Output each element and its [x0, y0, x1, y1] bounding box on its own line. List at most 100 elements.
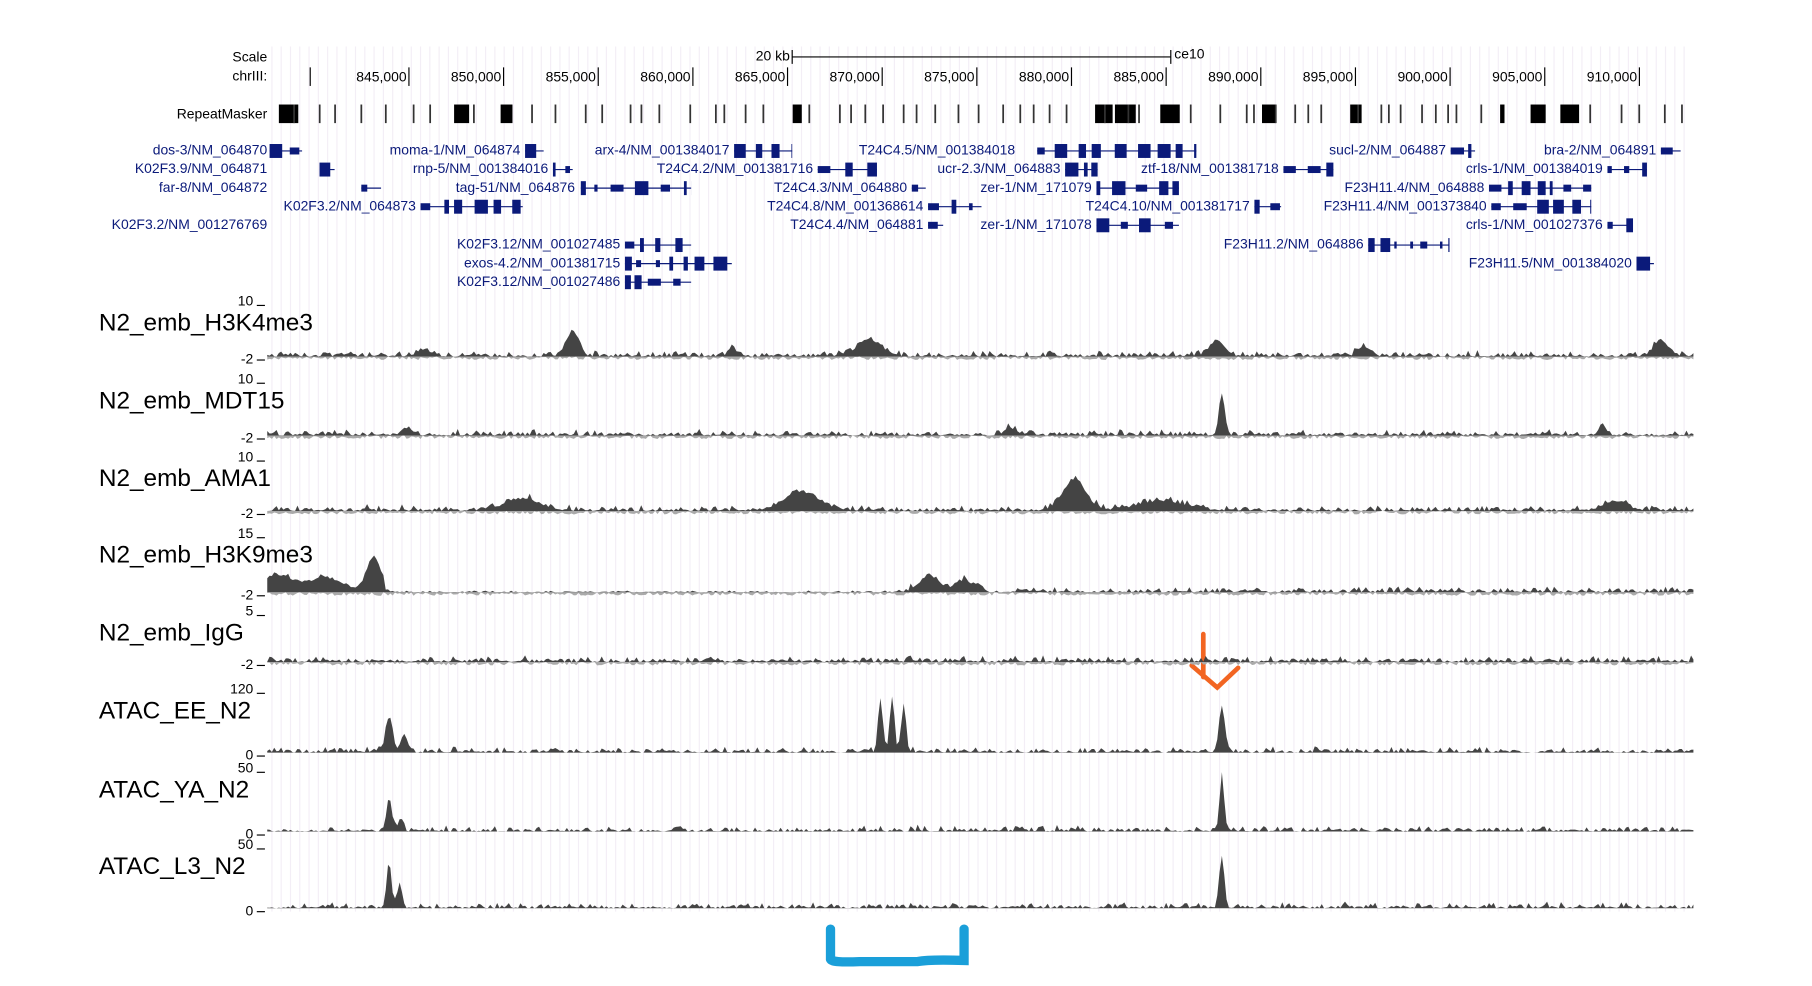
- track-max: 50: [238, 836, 254, 852]
- gene-exon: [420, 203, 431, 211]
- repeat-element: [1095, 104, 1113, 124]
- gene-exon: [713, 256, 728, 271]
- track-name: ATAC_YA_N2: [99, 776, 249, 803]
- track-max: 120: [230, 681, 253, 697]
- repeat-element: [839, 104, 841, 124]
- gene-exon: [1563, 184, 1572, 192]
- gene-exon: [1607, 166, 1612, 174]
- gene-exon: [1037, 147, 1045, 155]
- gene-exon: [512, 199, 521, 214]
- repeat-element: [1681, 104, 1683, 124]
- repeat-element: [1138, 104, 1140, 124]
- track-name: N2_emb_H3K4me3: [99, 309, 313, 336]
- repeat-element: [278, 104, 299, 124]
- gene-label: crls-1/NM_001384019: [1466, 160, 1603, 176]
- gene-exon: [493, 199, 502, 214]
- gene-exon: [1157, 144, 1171, 158]
- repeat-element: [1455, 104, 1458, 124]
- chrom-label: chrIII:: [232, 67, 267, 83]
- gene-label: ucr-2.3/NM_064883: [937, 160, 1060, 176]
- gene-label: exos-4.2/NM_001381715: [464, 254, 621, 270]
- repeat-element: [1387, 104, 1390, 124]
- gene-exon: [1549, 181, 1553, 196]
- repeat-element: [714, 104, 717, 124]
- gene-exon: [525, 144, 537, 158]
- track-name: N2_emb_IgG: [99, 620, 244, 647]
- gene-exon: [1553, 199, 1564, 214]
- gene-exon: [269, 144, 283, 158]
- repeat-element: [429, 104, 432, 124]
- repeat-element: [1638, 104, 1641, 124]
- track-max: 5: [246, 603, 254, 619]
- repeat-element: [318, 104, 321, 124]
- gene-exon: [791, 144, 793, 158]
- gene-exon: [1572, 199, 1581, 214]
- gene-label: bra-2/NM_064891: [1544, 142, 1656, 158]
- gene-exon: [1537, 199, 1549, 214]
- repeat-element: [1530, 104, 1546, 124]
- track-max: 50: [238, 760, 254, 776]
- gene-exon: [361, 184, 368, 192]
- gene-exon: [1283, 166, 1296, 174]
- signal-negative: [267, 356, 1694, 361]
- repeat-element: [882, 104, 884, 124]
- gene-exon: [1491, 203, 1501, 211]
- repeat-element: [915, 104, 918, 124]
- gene-exon: [1138, 144, 1151, 158]
- gene-exon: [1091, 162, 1098, 177]
- gene-exon: [771, 144, 780, 158]
- gene-label: K02F3.2/NM_064873: [284, 197, 417, 213]
- gene-exon: [624, 275, 631, 290]
- repeat-element: [554, 104, 557, 124]
- gene-exon: [1420, 241, 1428, 249]
- repeat-element: [1262, 104, 1276, 124]
- repeat-element: [1500, 104, 1505, 124]
- gene-exon: [565, 166, 571, 174]
- repeat-element: [1421, 104, 1423, 124]
- scale-bar-label: 20 kb: [756, 48, 790, 64]
- gene-exon: [1078, 144, 1087, 158]
- gene-label: F23H11.5/NM_001384020: [1469, 254, 1632, 270]
- signal-negative: [267, 592, 1694, 596]
- ruler-label: 870,000: [830, 68, 881, 84]
- gene-exon: [1468, 144, 1472, 158]
- repeat-element: [1589, 104, 1592, 124]
- repeat-element: [792, 104, 802, 124]
- gene-label: far-8/NM_064872: [159, 179, 268, 195]
- gene-exon: [580, 181, 586, 196]
- signal: [267, 696, 1694, 753]
- gene-exon: [1054, 144, 1068, 158]
- gene-label: T24C4.3/NM_064880: [774, 179, 907, 195]
- gene-exon: [1448, 238, 1450, 253]
- gene-exon: [867, 162, 877, 177]
- scale-label: Scale: [232, 49, 267, 65]
- repeat-element: [723, 104, 726, 124]
- track-min: -2: [241, 656, 254, 672]
- repeat-element: [1002, 104, 1005, 124]
- gene-exon: [1175, 144, 1183, 158]
- gene-label: T24C4.4/NM_064881: [790, 216, 923, 232]
- gene-exon: [647, 278, 661, 286]
- ruler-label: 880,000: [1019, 68, 1070, 84]
- ruler-label: 900,000: [1397, 68, 1448, 84]
- background-grid: [271, 46, 1685, 912]
- gene-exon: [1513, 203, 1527, 211]
- repeat-element: [1294, 104, 1297, 124]
- track-min: 0: [246, 747, 254, 763]
- signal: [267, 655, 1694, 662]
- repeat-element: [934, 104, 937, 124]
- repeat-element: [1307, 104, 1310, 124]
- gene-exon: [610, 184, 624, 192]
- gene-exon: [1636, 256, 1651, 271]
- repeat-element: [658, 104, 661, 124]
- gene-exon: [640, 238, 644, 253]
- track-name: N2_emb_MDT15: [99, 387, 285, 414]
- track-max: 10: [238, 448, 254, 464]
- repeat-element: [762, 104, 765, 124]
- repeat-element: [1434, 104, 1437, 124]
- gene-exon: [928, 221, 938, 229]
- gene-label: F23H11.2/NM_064886: [1224, 236, 1364, 252]
- gene-label: T24C4.8/NM_001368614: [767, 197, 924, 213]
- repeat-track-label: RepeatMasker: [177, 106, 268, 122]
